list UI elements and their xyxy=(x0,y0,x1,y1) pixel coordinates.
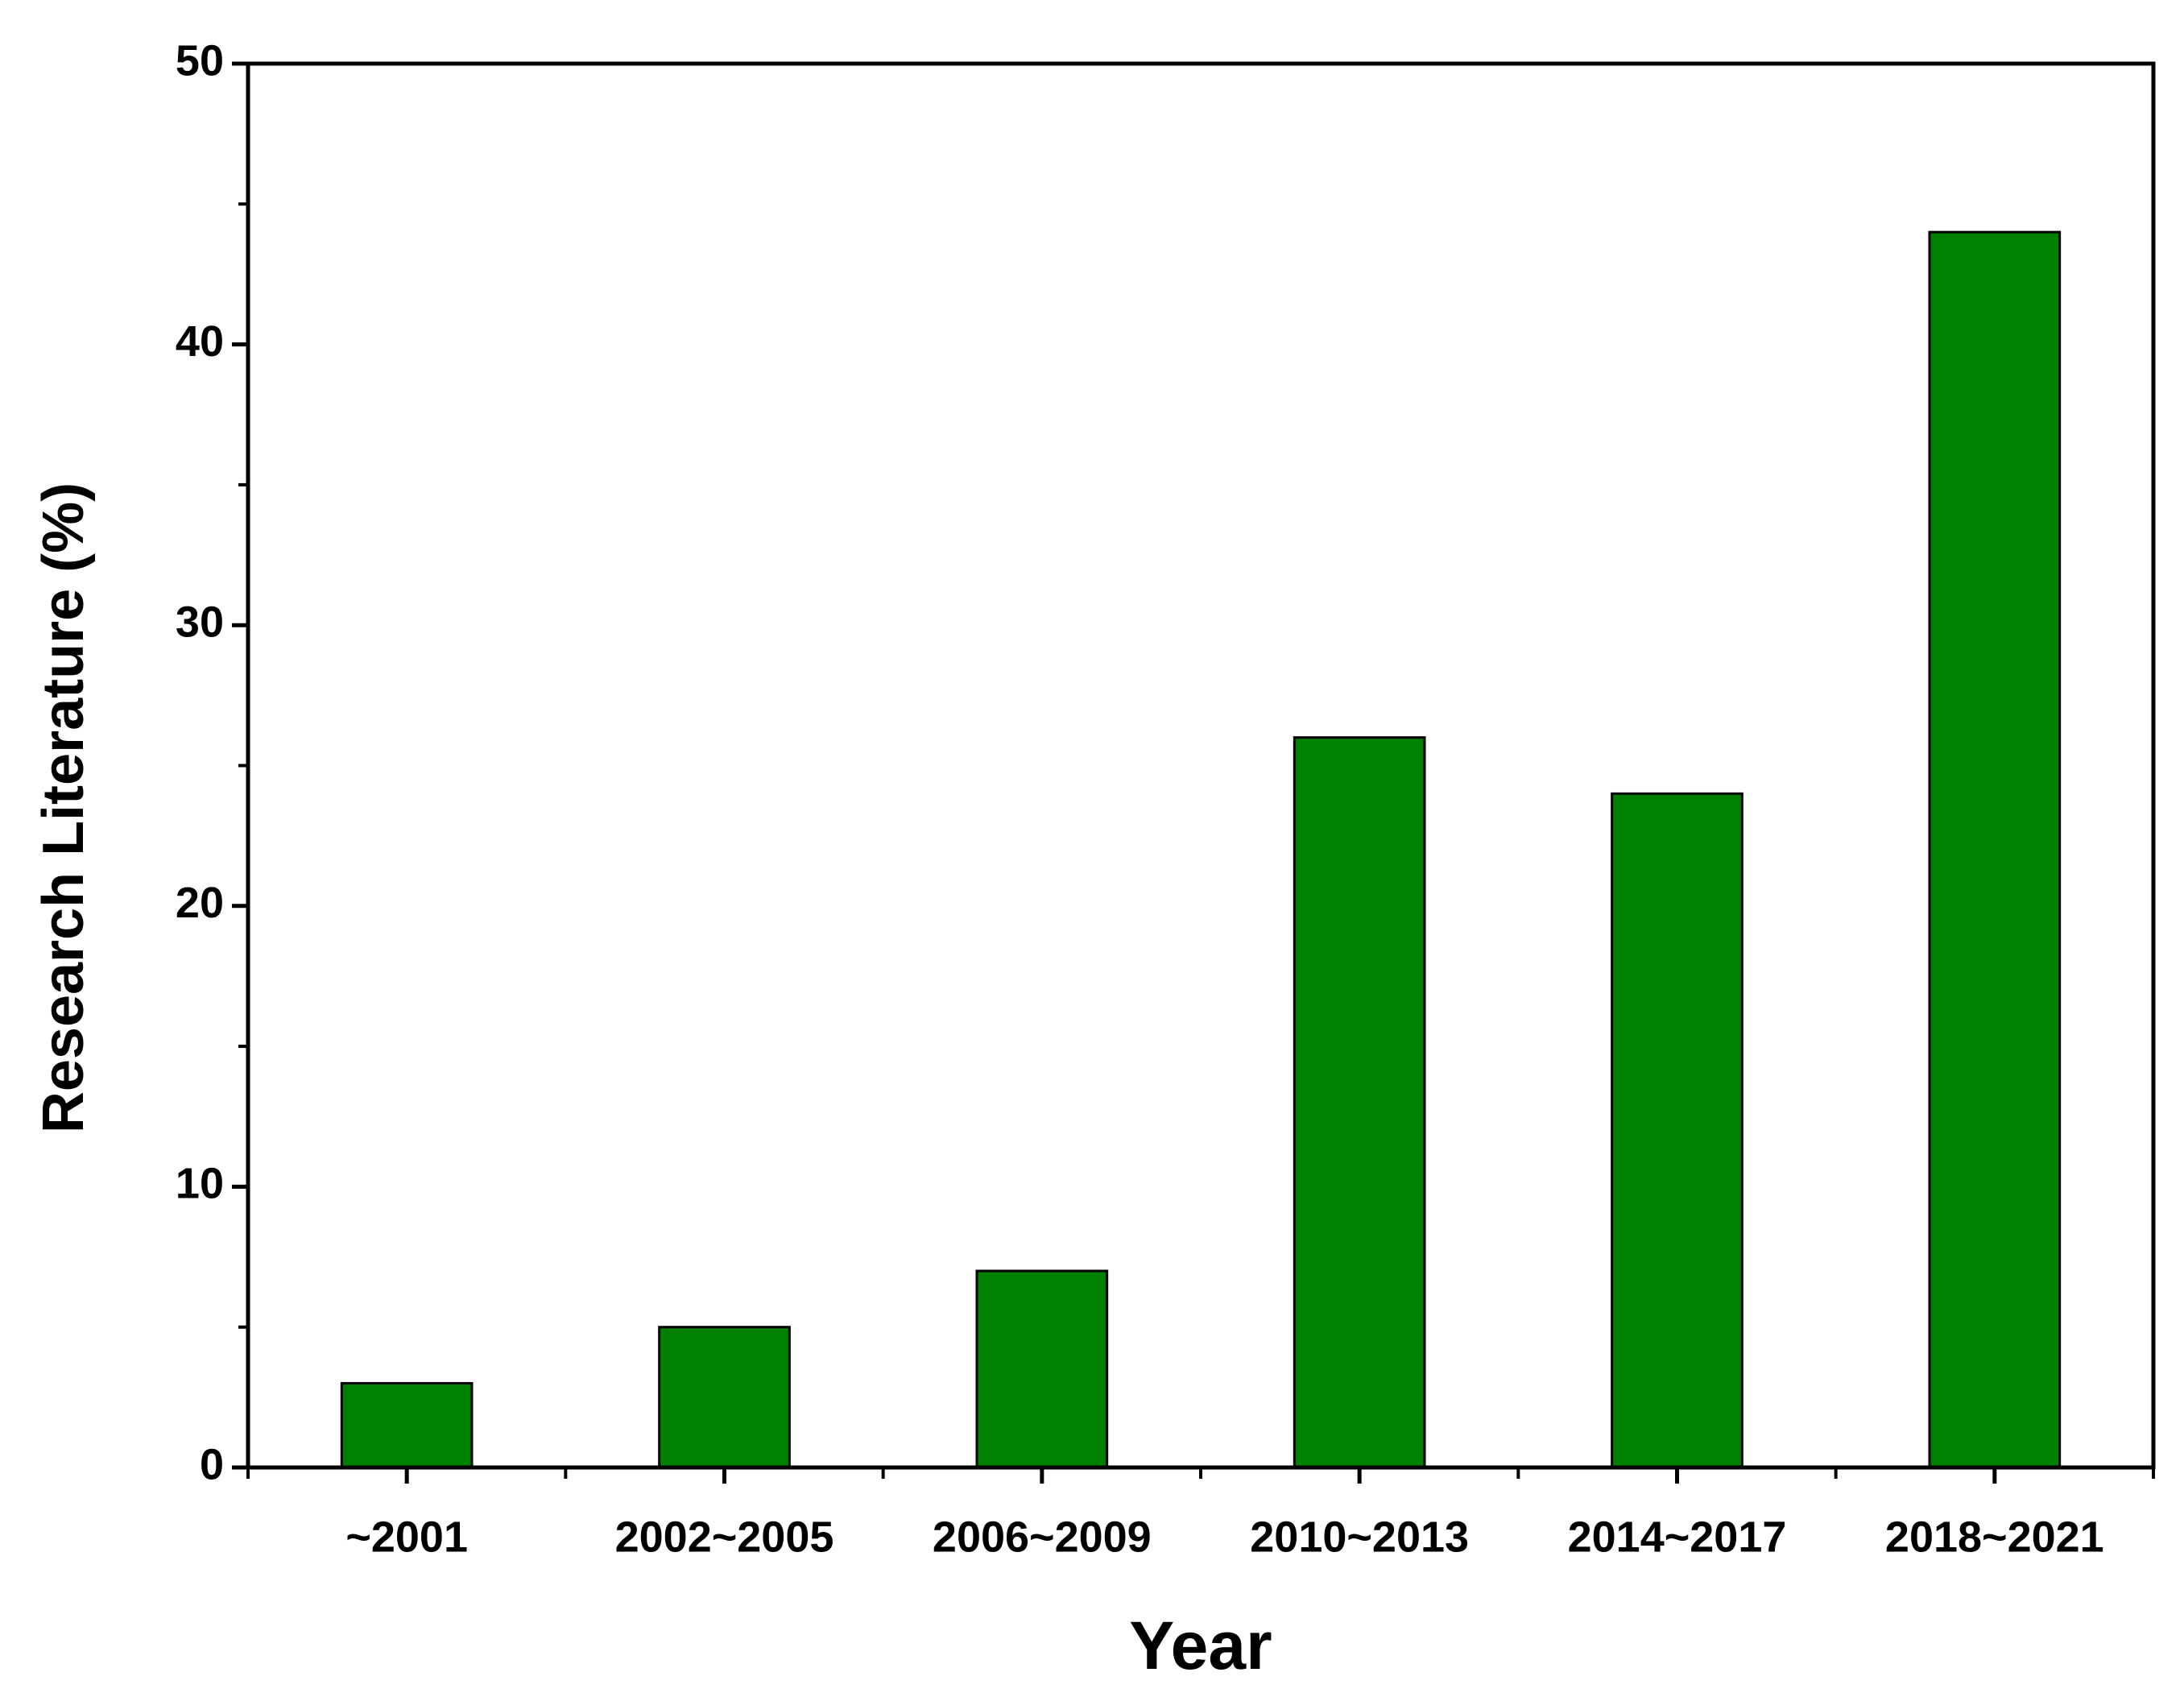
y-tick-label: 0 xyxy=(200,1440,224,1488)
x-tick-label: ~2001 xyxy=(345,1513,468,1561)
x-tick-label: 2006~2009 xyxy=(933,1513,1152,1561)
bar xyxy=(1928,230,2062,1469)
plot-frame xyxy=(246,61,2156,1470)
x-tick-label: 2014~2017 xyxy=(1568,1513,1787,1561)
x-tick-label: 2002~2005 xyxy=(615,1513,834,1561)
y-axis-title: Research Literature (%) xyxy=(31,482,96,1133)
y-tick-label: 10 xyxy=(176,1160,224,1208)
bar xyxy=(658,1326,791,1469)
bar xyxy=(1293,736,1426,1469)
bar xyxy=(340,1381,474,1469)
y-tick-label: 30 xyxy=(176,598,224,646)
bar xyxy=(975,1269,1109,1469)
x-tick-label: 2018~2021 xyxy=(1885,1513,2104,1561)
x-axis-title: Year xyxy=(1129,1608,1272,1683)
y-tick-label: 50 xyxy=(176,36,224,85)
bar xyxy=(1611,792,1743,1469)
x-tick-label: 2010~2013 xyxy=(1250,1513,1469,1561)
y-tick-label: 20 xyxy=(176,879,224,927)
y-tick-label: 40 xyxy=(176,317,224,366)
